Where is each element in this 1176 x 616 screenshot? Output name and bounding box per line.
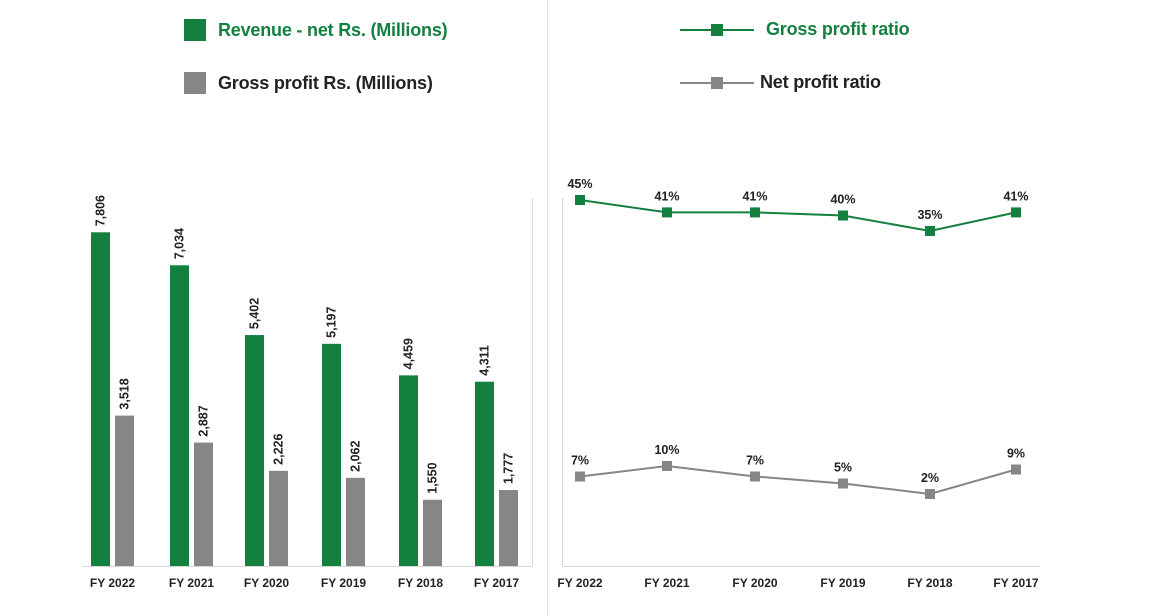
legend-gpr-label: Gross profit ratio — [766, 19, 910, 39]
net-profit-ratio-value-label: 7% — [571, 454, 589, 468]
net-profit-ratio-line — [579, 464, 1017, 496]
bar-x-tick-label: FY 2018 — [398, 576, 443, 590]
revenue-bar — [91, 232, 110, 566]
legend-gross-profit-label: Gross profit Rs. (Millions) — [218, 72, 433, 93]
gross-profit-value-label: 2,226 — [272, 434, 286, 465]
gross-profit-ratio-point — [575, 195, 585, 205]
gross-profit-value-label: 3,518 — [118, 378, 132, 409]
gross-profit-bar — [269, 470, 288, 566]
net-profit-ratio-point — [750, 471, 760, 482]
net-profit-ratio-point — [662, 461, 672, 471]
net-profit-ratio-value-label: 5% — [834, 461, 852, 475]
gross-profit-bar — [499, 490, 518, 566]
net-profit-ratio-point — [1011, 464, 1021, 475]
legend-gpr-swatch — [680, 23, 754, 37]
bar-x-tick-label: FY 2020 — [244, 576, 289, 590]
revenue-value-label: 5,402 — [248, 298, 262, 329]
net-profit-ratio-value-label: 2% — [921, 471, 939, 485]
gross-profit-ratio-value-label: 41% — [1003, 189, 1028, 203]
gross-profit-ratio-point — [838, 210, 848, 221]
gross-profit-value-label: 1,550 — [426, 462, 440, 493]
net-profit-ratio-point — [575, 471, 585, 482]
line-x-tick-label: FY 2020 — [732, 576, 777, 590]
net-profit-ratio-point — [925, 489, 935, 499]
legend-npr-label: Net profit ratio — [760, 72, 881, 92]
gross-profit-bar — [346, 477, 365, 566]
revenue-value-label: 4,459 — [402, 338, 416, 369]
gross-profit-ratio-value-label: 41% — [654, 189, 679, 203]
gross-profit-value-label: 2,887 — [197, 405, 211, 436]
gross-profit-ratio-point — [925, 226, 935, 236]
gross-profit-value-label: 2,062 — [349, 441, 363, 472]
legend-gross-profit-swatch — [184, 72, 206, 94]
line-x-tick-label: FY 2022 — [557, 576, 602, 590]
panel-divider — [547, 0, 548, 616]
revenue-value-label: 7,806 — [94, 195, 108, 226]
line-x-tick-label: FY 2019 — [820, 576, 865, 590]
gross-profit-value-label: 1,777 — [502, 453, 516, 484]
bar-x-tick-label: FY 2021 — [169, 576, 214, 590]
bar-x-tick-label: FY 2019 — [321, 576, 366, 590]
gross-profit-ratio-point — [1011, 207, 1021, 218]
legend-npr-swatch — [680, 76, 754, 90]
line-x-tick-label: FY 2017 — [993, 576, 1038, 590]
legend-net-profit-ratio: Net profit ratio — [680, 72, 881, 93]
gross-profit-bar — [115, 415, 134, 566]
net-profit-ratio-value-label: 10% — [654, 443, 679, 457]
revenue-bar — [170, 265, 189, 566]
net-profit-ratio-value-label: 9% — [1007, 447, 1025, 461]
legend-gross-profit: Gross profit Rs. (Millions) — [184, 72, 433, 94]
legend-revenue: Revenue - net Rs. (Millions) — [184, 19, 448, 41]
gross-profit-ratio-point — [750, 207, 760, 218]
gross-profit-ratio-value-label: 35% — [917, 208, 942, 222]
net-profit-ratio-point — [838, 478, 848, 489]
revenue-bar — [399, 375, 418, 566]
revenue-value-label: 7,034 — [173, 228, 187, 259]
line-x-tick-label: FY 2021 — [644, 576, 689, 590]
gross-profit-ratio-value-label: 45% — [567, 177, 592, 191]
legend-gross-profit-ratio: Gross profit ratio — [680, 19, 910, 40]
bar-x-tick-label: FY 2022 — [90, 576, 135, 590]
gross-profit-ratio-value-label: 41% — [742, 189, 767, 203]
revenue-bar — [475, 381, 494, 566]
gross-profit-ratio-value-label: 40% — [830, 193, 855, 207]
revenue-bar — [245, 335, 264, 566]
gross-profit-ratio-line — [579, 199, 1017, 233]
net-profit-ratio-value-label: 7% — [746, 454, 764, 468]
revenue-value-label: 5,197 — [325, 306, 339, 337]
gross-profit-bar — [194, 442, 213, 566]
gross-profit-ratio-point — [662, 207, 672, 218]
legend-revenue-swatch — [184, 19, 206, 41]
gross-profit-bar — [423, 499, 442, 566]
legend-revenue-label: Revenue - net Rs. (Millions) — [218, 19, 448, 40]
revenue-value-label: 4,311 — [478, 345, 492, 376]
line-x-tick-label: FY 2018 — [907, 576, 952, 590]
bar-x-tick-label: FY 2017 — [474, 576, 519, 590]
revenue-bar — [322, 343, 341, 566]
